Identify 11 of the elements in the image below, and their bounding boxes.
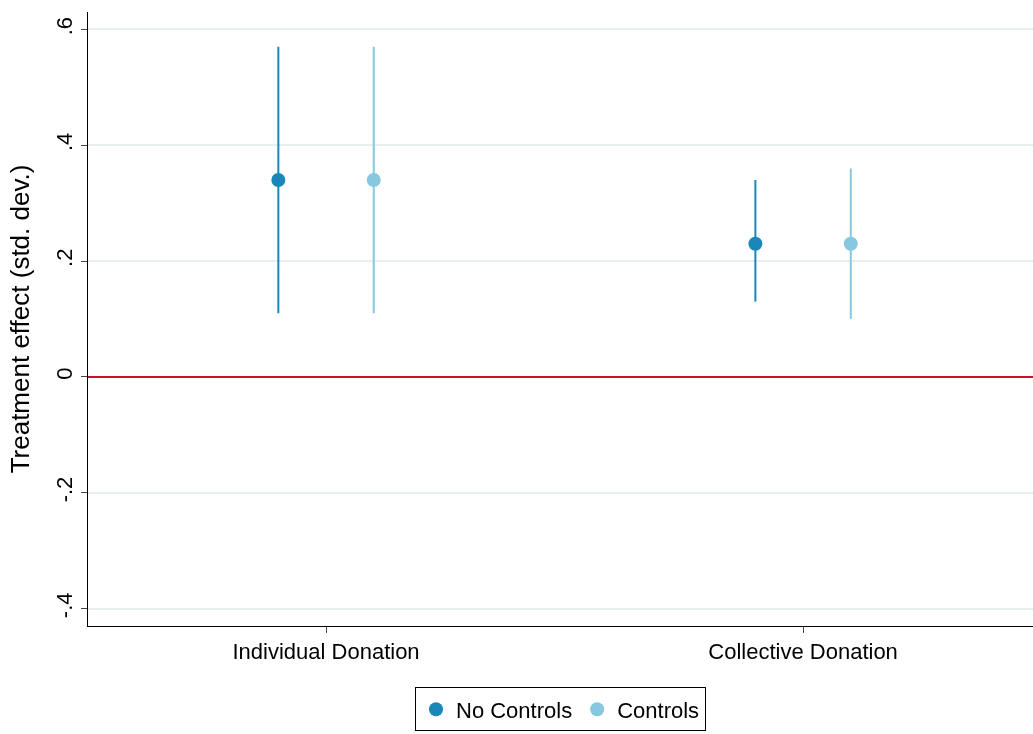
x-tick-label: Individual Donation: [232, 639, 420, 665]
y-tick-label: .4: [52, 132, 78, 152]
x-tick-label: Collective Donation: [708, 639, 898, 665]
y-tick-label: .6: [52, 16, 78, 36]
y-tick-label: -.4: [52, 592, 78, 619]
legend-label: No Controls: [456, 697, 573, 723]
y-tick-label: 0: [52, 367, 78, 380]
y-axis-title: Treatment effect (std. dev.): [4, 164, 35, 474]
legend-label: Controls: [617, 697, 700, 723]
y-tick-label: .2: [52, 248, 78, 267]
y-tick-label: -.2: [52, 476, 78, 503]
